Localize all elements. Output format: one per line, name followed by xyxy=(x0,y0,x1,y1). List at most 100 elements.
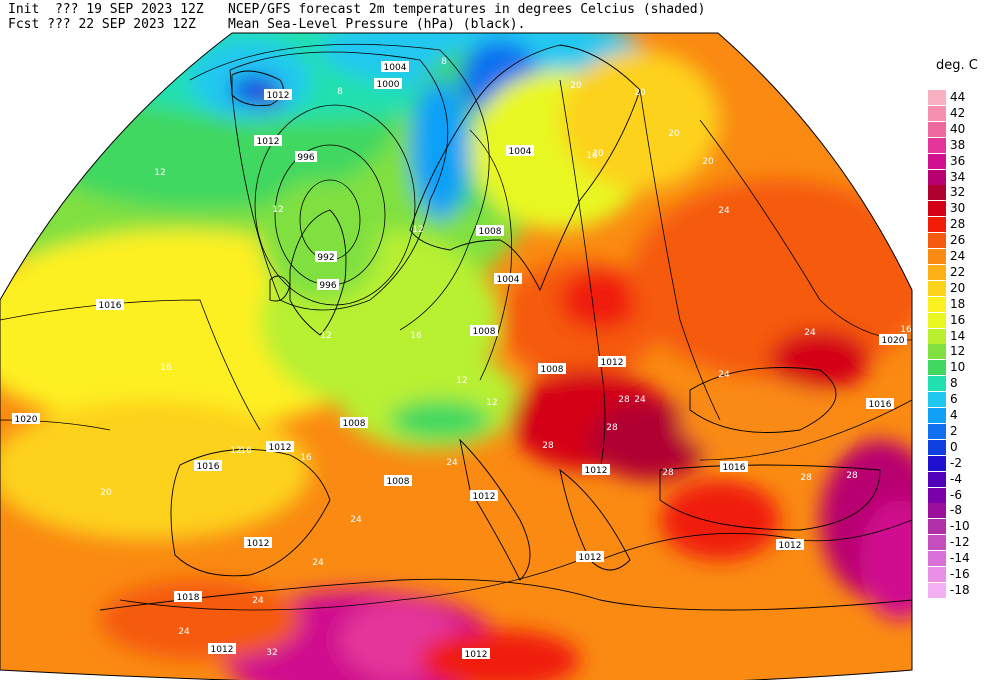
legend-entry: -16 xyxy=(928,567,1000,582)
legend-swatch xyxy=(928,455,946,471)
legend-swatch xyxy=(928,344,946,360)
svg-text:1012: 1012 xyxy=(601,358,624,368)
temperature-label: 12 xyxy=(272,205,283,215)
temperature-label: 24 xyxy=(718,370,730,380)
legend-swatch xyxy=(928,264,946,280)
legend-swatch xyxy=(928,121,946,137)
legend-swatch xyxy=(928,201,946,217)
legend-entry: 16 xyxy=(928,312,1000,328)
legend-entry: 44 xyxy=(928,90,1000,105)
temperature-label: 24 xyxy=(634,395,646,405)
svg-text:1018: 1018 xyxy=(177,593,200,603)
legend-swatch xyxy=(928,439,946,455)
temperature-label: 28 xyxy=(846,471,858,481)
isobars xyxy=(0,43,912,611)
temperature-label: 28 xyxy=(800,473,812,483)
isobar-label: 1020 xyxy=(12,413,40,425)
legend-label: 12 xyxy=(950,344,966,359)
temperature-label: 24 xyxy=(804,328,816,338)
temperature-label: 24 xyxy=(446,458,458,468)
temperature-label: 24 xyxy=(312,558,324,568)
legend-swatch xyxy=(928,582,946,598)
fcst-time: 22 SEP 2023 12Z xyxy=(78,17,196,32)
isobar-label: 1004 xyxy=(494,273,522,285)
color-legend: 44 42 40 38 36 34 32 30 28 26 24 22 20 18 16 14 12 10 8 6 4 2… xyxy=(928,90,1000,600)
svg-text:1008: 1008 xyxy=(541,365,564,375)
legend-swatch xyxy=(928,169,946,185)
north-africa-coast xyxy=(99,578,912,611)
legend-swatch xyxy=(928,408,946,423)
temperature-label: 16 xyxy=(300,453,312,463)
temperature-label: 28 xyxy=(662,468,674,478)
svg-text:1012: 1012 xyxy=(579,553,602,563)
svg-text:1016: 1016 xyxy=(197,462,220,472)
svg-text:1016: 1016 xyxy=(869,400,892,410)
fcst-prefix: Fcst ??? xyxy=(8,17,71,32)
isobar-label: 1008 xyxy=(384,475,412,487)
legend-label: -14 xyxy=(950,551,970,566)
isobar-label: 1012 xyxy=(576,551,604,563)
isobar-label: 996 xyxy=(317,279,339,291)
legend-swatch xyxy=(928,137,946,153)
legend-label: -18 xyxy=(950,582,970,597)
legend-swatch xyxy=(928,312,946,328)
legend-title: deg. C xyxy=(936,58,978,73)
legend-swatch xyxy=(928,487,946,503)
ireland-coast xyxy=(269,275,291,302)
isobar-label: 1012 xyxy=(462,648,490,660)
legend-entry: -6 xyxy=(928,487,1000,503)
legend-swatch xyxy=(928,233,946,249)
legend-label: 2 xyxy=(950,423,958,438)
isobar-label: 1016 xyxy=(96,299,124,311)
temperature-label: 28 xyxy=(606,423,618,433)
svg-text:1016: 1016 xyxy=(723,463,746,473)
temperature-label: 20 xyxy=(634,88,646,98)
coastlines xyxy=(99,44,912,611)
temperature-label: 12 xyxy=(486,398,497,408)
temperature-label: 12 xyxy=(154,168,165,178)
isobar-label: 1016 xyxy=(866,398,894,410)
svg-text:1012: 1012 xyxy=(779,541,802,551)
legend-label: 18 xyxy=(950,296,966,311)
legend-entry: 40 xyxy=(928,121,1000,137)
svg-text:1012: 1012 xyxy=(473,492,496,502)
legend-entry: 0 xyxy=(928,439,1000,455)
balkans-coast xyxy=(559,468,631,571)
legend-entry: -10 xyxy=(928,519,1000,535)
legend-label: 44 xyxy=(950,90,966,104)
isobar-label: 1008 xyxy=(340,417,368,429)
isobar-label: 1016 xyxy=(720,461,748,473)
legend-label: 8 xyxy=(950,376,958,391)
anatolia-coast xyxy=(659,464,881,531)
svg-text:1012: 1012 xyxy=(269,443,292,453)
legend-label: -10 xyxy=(950,519,970,534)
temperature-label: 8 xyxy=(441,57,447,67)
legend-label: 4 xyxy=(950,408,958,422)
isobar-label: 1000 xyxy=(374,78,402,90)
temperature-label: 16 xyxy=(586,151,598,161)
init-time: 19 SEP 2023 12Z xyxy=(86,2,204,17)
isobar-label: 1012 xyxy=(254,135,282,147)
legend-label: -8 xyxy=(950,503,962,518)
italy-coast xyxy=(459,438,531,581)
legend-entry: 30 xyxy=(928,201,1000,217)
svg-text:1012: 1012 xyxy=(267,91,290,101)
svg-text:992: 992 xyxy=(317,253,334,263)
legend-swatch xyxy=(928,471,946,487)
temperature-label: 32 xyxy=(266,648,277,658)
isobar-label: 1008 xyxy=(476,225,504,237)
isobar-label: 1020 xyxy=(879,334,907,346)
svg-text:1004: 1004 xyxy=(509,147,532,157)
svg-text:1000: 1000 xyxy=(377,80,400,90)
temperature-label: 8 xyxy=(337,87,343,97)
legend-swatch xyxy=(928,376,946,392)
svg-text:1012: 1012 xyxy=(465,650,488,660)
temperature-label: 24 xyxy=(350,515,362,525)
legend-entry: -4 xyxy=(928,471,1000,487)
temperature-label: 20 xyxy=(100,488,112,498)
temperature-label: 16 xyxy=(900,325,912,335)
legend-label: -6 xyxy=(950,487,962,502)
temperature-label: 20 xyxy=(702,157,714,167)
